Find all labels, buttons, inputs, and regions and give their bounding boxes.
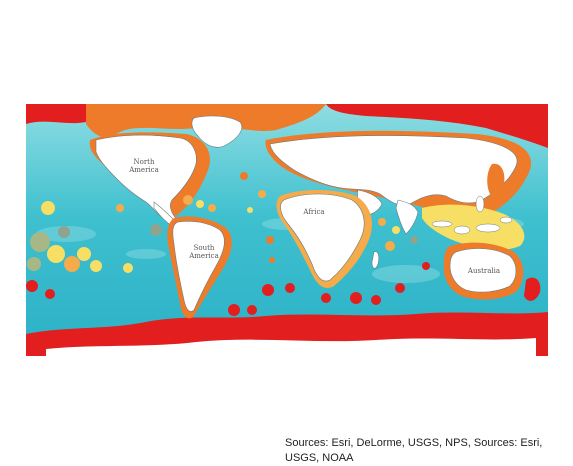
map-attribution: Sources: Esri, DeLorme, USGS, NPS, Sourc… [285,437,543,464]
new-zealand-zone [524,277,541,301]
japan-zone [487,163,505,196]
label-north-america-2: America [128,166,159,174]
map-canvas: North America South America Africa Austr… [26,104,548,356]
australia-land [449,248,517,293]
indonesia-islands [431,195,513,235]
pacific-island-zones [26,201,162,299]
world-map[interactable]: North America South America Africa Austr… [26,104,548,356]
south-america-land [172,220,225,312]
label-south-america-2: America [188,252,219,260]
arctic-zone [26,104,86,124]
southern-ocean-zones [228,283,405,316]
africa-land [280,193,365,282]
label-north-america: North [133,158,154,166]
indian-ocean-zones [378,218,430,270]
madagascar-land [371,251,380,269]
southeast-asia-zone [422,204,525,250]
eurasia-land [269,135,518,206]
label-south-america: South [194,244,215,252]
antarctica-land [46,338,536,356]
label-australia: Australia [467,267,500,275]
atlantic-zones [183,172,275,263]
greenland-land [191,115,243,148]
arctic-zone-east [326,104,548,148]
label-africa: Africa [302,208,324,216]
india-land [395,199,419,235]
